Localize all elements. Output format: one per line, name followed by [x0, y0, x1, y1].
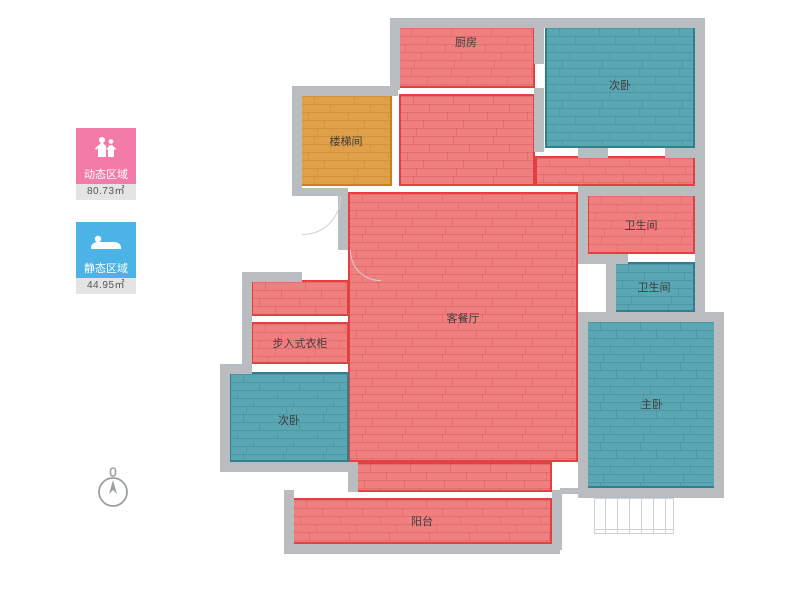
wall-segment: [578, 312, 724, 322]
room-hall_top: [399, 94, 535, 186]
room-bath1: [587, 194, 695, 254]
wall-segment: [284, 490, 294, 550]
legend-static-value: 44.95㎡: [76, 278, 136, 294]
wall-segment: [695, 18, 705, 318]
room-balcony: [292, 498, 552, 544]
door-arc: [302, 196, 341, 235]
wall-segment: [348, 462, 358, 492]
wall-segment: [665, 148, 705, 158]
people-icon: [92, 135, 120, 159]
wall-segment: [578, 186, 588, 260]
wall-segment: [606, 260, 616, 316]
legend-dynamic: 动态区域 80.73㎡: [76, 128, 136, 200]
room-bath2: [614, 262, 695, 312]
wall-segment: [242, 272, 302, 282]
wall-segment: [292, 188, 344, 196]
compass-icon: [96, 466, 130, 515]
wall-segment: [390, 18, 704, 28]
wall-segment: [292, 86, 398, 96]
sleep-icon: [89, 231, 123, 251]
wall-segment: [578, 488, 724, 498]
room-master_br: [586, 320, 718, 488]
floor-plan-canvas: 动态区域 80.73㎡ 静态区域 44.95㎡: [0, 0, 800, 600]
wall-segment: [578, 254, 628, 264]
wall-segment: [292, 86, 302, 196]
room-hall_strip: [535, 156, 695, 186]
wall-segment: [284, 544, 560, 554]
wall-segment: [534, 88, 544, 152]
room-stairwell: [300, 94, 392, 186]
wall-segment: [578, 148, 608, 158]
legend-static-title: 静态区域: [76, 260, 136, 278]
room-living_ext: [356, 462, 552, 492]
wall-segment: [578, 186, 704, 196]
room-kitchen: [397, 26, 535, 88]
wall-segment: [242, 272, 252, 366]
room-corridor_left: [251, 280, 349, 316]
wall-segment: [714, 318, 724, 496]
room-walkin: [251, 322, 349, 364]
legend-dynamic-icon-box: [76, 128, 136, 166]
wall-segment: [534, 18, 544, 64]
room-secondary_br_r: [545, 26, 695, 148]
wall-segment: [578, 312, 588, 490]
legend-static: 静态区域 44.95㎡: [76, 222, 136, 294]
room-living: [348, 192, 578, 462]
wall-segment: [220, 462, 356, 472]
wall-segment: [220, 364, 230, 470]
legend-dynamic-title: 动态区域: [76, 166, 136, 184]
room-secondary_br_l: [229, 372, 349, 462]
balcony-rail: [594, 498, 674, 534]
legend-dynamic-value: 80.73㎡: [76, 184, 136, 200]
wall-segment: [560, 488, 580, 494]
legend-static-icon-box: [76, 222, 136, 260]
wall-segment: [390, 18, 400, 90]
wall-segment: [552, 490, 562, 550]
